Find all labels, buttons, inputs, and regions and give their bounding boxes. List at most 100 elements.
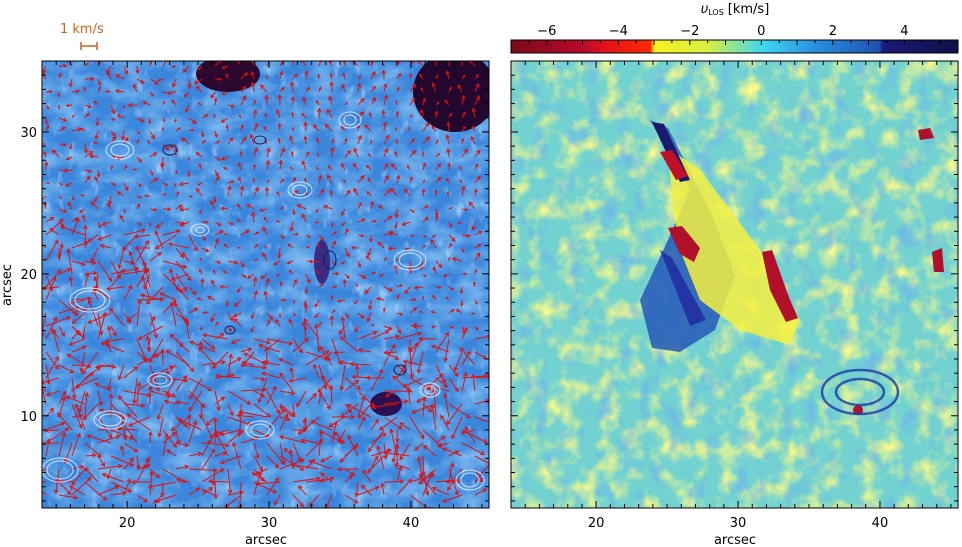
velocity-arrow-head xyxy=(165,349,171,355)
velocity-arrow-head xyxy=(241,95,247,101)
colorbar-swatch xyxy=(922,40,924,53)
velocity-arrow xyxy=(123,182,129,191)
colorbar-swatch xyxy=(938,40,940,53)
velocity-arrow xyxy=(155,234,177,249)
velocity-arrow-head xyxy=(91,453,97,458)
colorbar-swatch xyxy=(659,40,661,53)
velocity-arrow xyxy=(468,201,476,210)
colorbar-swatch xyxy=(941,40,943,53)
velocity-arrow xyxy=(396,332,422,340)
velocity-arrow-head xyxy=(208,434,214,440)
contour-line xyxy=(93,410,127,430)
velocity-arrow-head xyxy=(407,478,413,484)
velocity-arrow-head xyxy=(84,271,90,277)
velocity-arrow xyxy=(136,465,148,470)
colorbar-swatch xyxy=(527,40,529,53)
colorbar-swatch xyxy=(816,40,818,53)
colorbar-swatch xyxy=(891,40,893,53)
velocity-arrow xyxy=(394,463,411,470)
velocity-arrow-head xyxy=(315,476,321,481)
velocity-arrow xyxy=(274,260,281,265)
velocity-arrow-head xyxy=(326,404,331,410)
colorbar-swatch xyxy=(705,40,707,53)
colorbar-swatch xyxy=(634,40,636,53)
velocity-arrow-head xyxy=(148,223,152,227)
velocity-arrow xyxy=(71,325,81,336)
colorbar-swatch xyxy=(629,40,631,53)
velocity-arrow-head xyxy=(175,171,178,175)
velocity-arrow-head xyxy=(257,398,263,404)
velocity-arrow xyxy=(344,468,356,476)
velocity-arrow-head xyxy=(239,429,244,435)
velocity-arrow-head xyxy=(242,85,247,90)
colorbar-swatch xyxy=(727,40,729,53)
velocity-arrow-head xyxy=(102,496,108,501)
colorbar-swatch xyxy=(743,40,745,53)
right-axes: 20 30 40 xyxy=(510,60,958,531)
velocity-arrow xyxy=(435,377,448,388)
velocity-arrow-head xyxy=(437,176,442,181)
velocity-arrow-head xyxy=(39,143,42,146)
velocity-arrow xyxy=(474,335,489,340)
velocity-arrow xyxy=(165,364,177,375)
velocity-arrow xyxy=(357,396,365,418)
colorbar-swatch xyxy=(808,40,810,53)
velocity-arrow-head xyxy=(485,374,489,379)
velocity-arrow-head xyxy=(408,347,414,353)
velocity-arrow xyxy=(84,260,96,264)
velocity-arrow-head xyxy=(181,137,186,142)
velocity-arrow-head xyxy=(154,230,160,236)
velocity-arrow-head xyxy=(450,287,455,291)
velocity-arrow-head xyxy=(257,343,263,349)
velocity-arrow-head xyxy=(107,202,111,207)
velocity-arrow xyxy=(264,291,268,301)
velocity-arrow-head xyxy=(378,425,384,431)
velocity-arrow-head xyxy=(219,468,225,473)
colorbar-swatch xyxy=(725,40,727,53)
velocity-arrow xyxy=(175,221,185,225)
colorbar-swatch xyxy=(513,40,515,53)
velocity-arrow-head xyxy=(408,126,411,130)
velocity-arrow xyxy=(461,351,471,366)
contour-line-dark xyxy=(323,250,337,270)
colorbar-swatch xyxy=(607,40,609,53)
colorbar-swatch xyxy=(519,40,521,53)
colorbar-swatch xyxy=(530,40,532,53)
velocity-arrow-head xyxy=(474,269,478,272)
velocity-arrow xyxy=(305,71,308,80)
velocity-arrow xyxy=(227,354,232,379)
velocity-arrow-head xyxy=(394,438,400,444)
velocity-arrow-head xyxy=(360,484,366,490)
velocity-arrow xyxy=(292,338,309,353)
velocity-arrow xyxy=(474,176,481,184)
velocity-arrow-head xyxy=(211,279,215,284)
velocity-arrow-head xyxy=(172,442,177,448)
velocity-arrow-head xyxy=(402,359,408,365)
velocity-arrow-head xyxy=(66,490,72,496)
velocity-arrow xyxy=(448,377,459,392)
velocity-arrow xyxy=(97,455,105,467)
colorbar-swatch xyxy=(929,40,931,53)
velocity-arrow-head xyxy=(397,329,402,334)
colorbar-swatch xyxy=(783,40,785,53)
velocity-arrow-head xyxy=(226,185,232,191)
velocity-arrow xyxy=(403,377,424,388)
velocity-arrow-head xyxy=(250,328,255,333)
colorbar-swatch xyxy=(740,40,742,53)
colorbar-swatch xyxy=(914,40,916,53)
colorbar-swatch xyxy=(581,40,583,53)
colorbar-swatch xyxy=(814,40,816,53)
colorbar-swatch xyxy=(872,40,874,53)
velocity-arrow xyxy=(319,346,333,366)
colorbar-swatch xyxy=(604,40,606,53)
velocity-arrow-head xyxy=(333,350,339,355)
colorbar-swatch xyxy=(920,40,922,53)
velocity-arrow-head xyxy=(231,104,235,108)
velocity-arrow-head xyxy=(130,479,136,485)
velocity-arrow-head xyxy=(372,330,378,336)
velocity-arrow xyxy=(279,148,285,158)
velocity-arrow-head xyxy=(220,360,226,365)
velocity-arrow-head xyxy=(157,432,163,438)
velocity-arrow-head xyxy=(252,164,256,168)
colorbar-swatch xyxy=(819,40,821,53)
